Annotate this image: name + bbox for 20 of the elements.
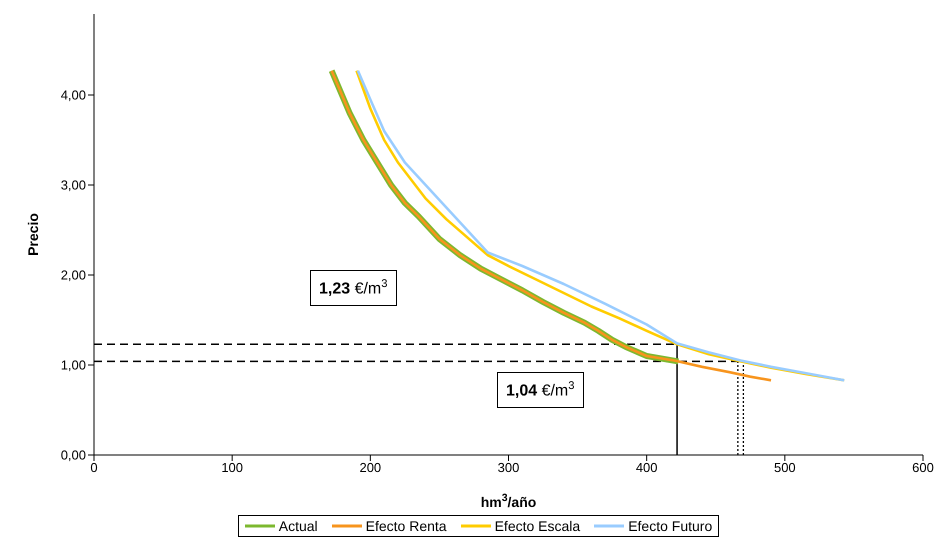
legend-label: Efecto Futuro xyxy=(627,518,712,534)
y-tick-label: 3,00 xyxy=(60,178,86,193)
x-tick-label: 600 xyxy=(912,460,934,476)
legend-label: Actual xyxy=(278,518,318,534)
y-tick-label: 0,00 xyxy=(60,448,86,463)
x-axis-title: hm$^{3}$/año xyxy=(480,492,536,510)
y-tick-label: 2,00 xyxy=(60,268,86,283)
annotation: 1,04 €/m$^{3}$ xyxy=(506,380,574,400)
legend-label: Efecto Escala xyxy=(494,518,580,534)
legend-label: Efecto Renta xyxy=(364,518,447,534)
y-tick-label: 1,00 xyxy=(60,358,86,373)
x-tick-label: 0 xyxy=(90,460,98,476)
x-tick-label: 100 xyxy=(221,460,244,476)
y-tick-label: 4,00 xyxy=(60,88,86,103)
x-tick-label: 200 xyxy=(359,460,382,476)
x-tick-label: 500 xyxy=(774,460,796,476)
x-tick-label: 400 xyxy=(636,460,658,476)
x-tick-label: 300 xyxy=(498,460,520,476)
y-axis-title: Precio xyxy=(25,213,41,256)
annotation: 1,23 €/m$^{3}$ xyxy=(319,278,388,298)
